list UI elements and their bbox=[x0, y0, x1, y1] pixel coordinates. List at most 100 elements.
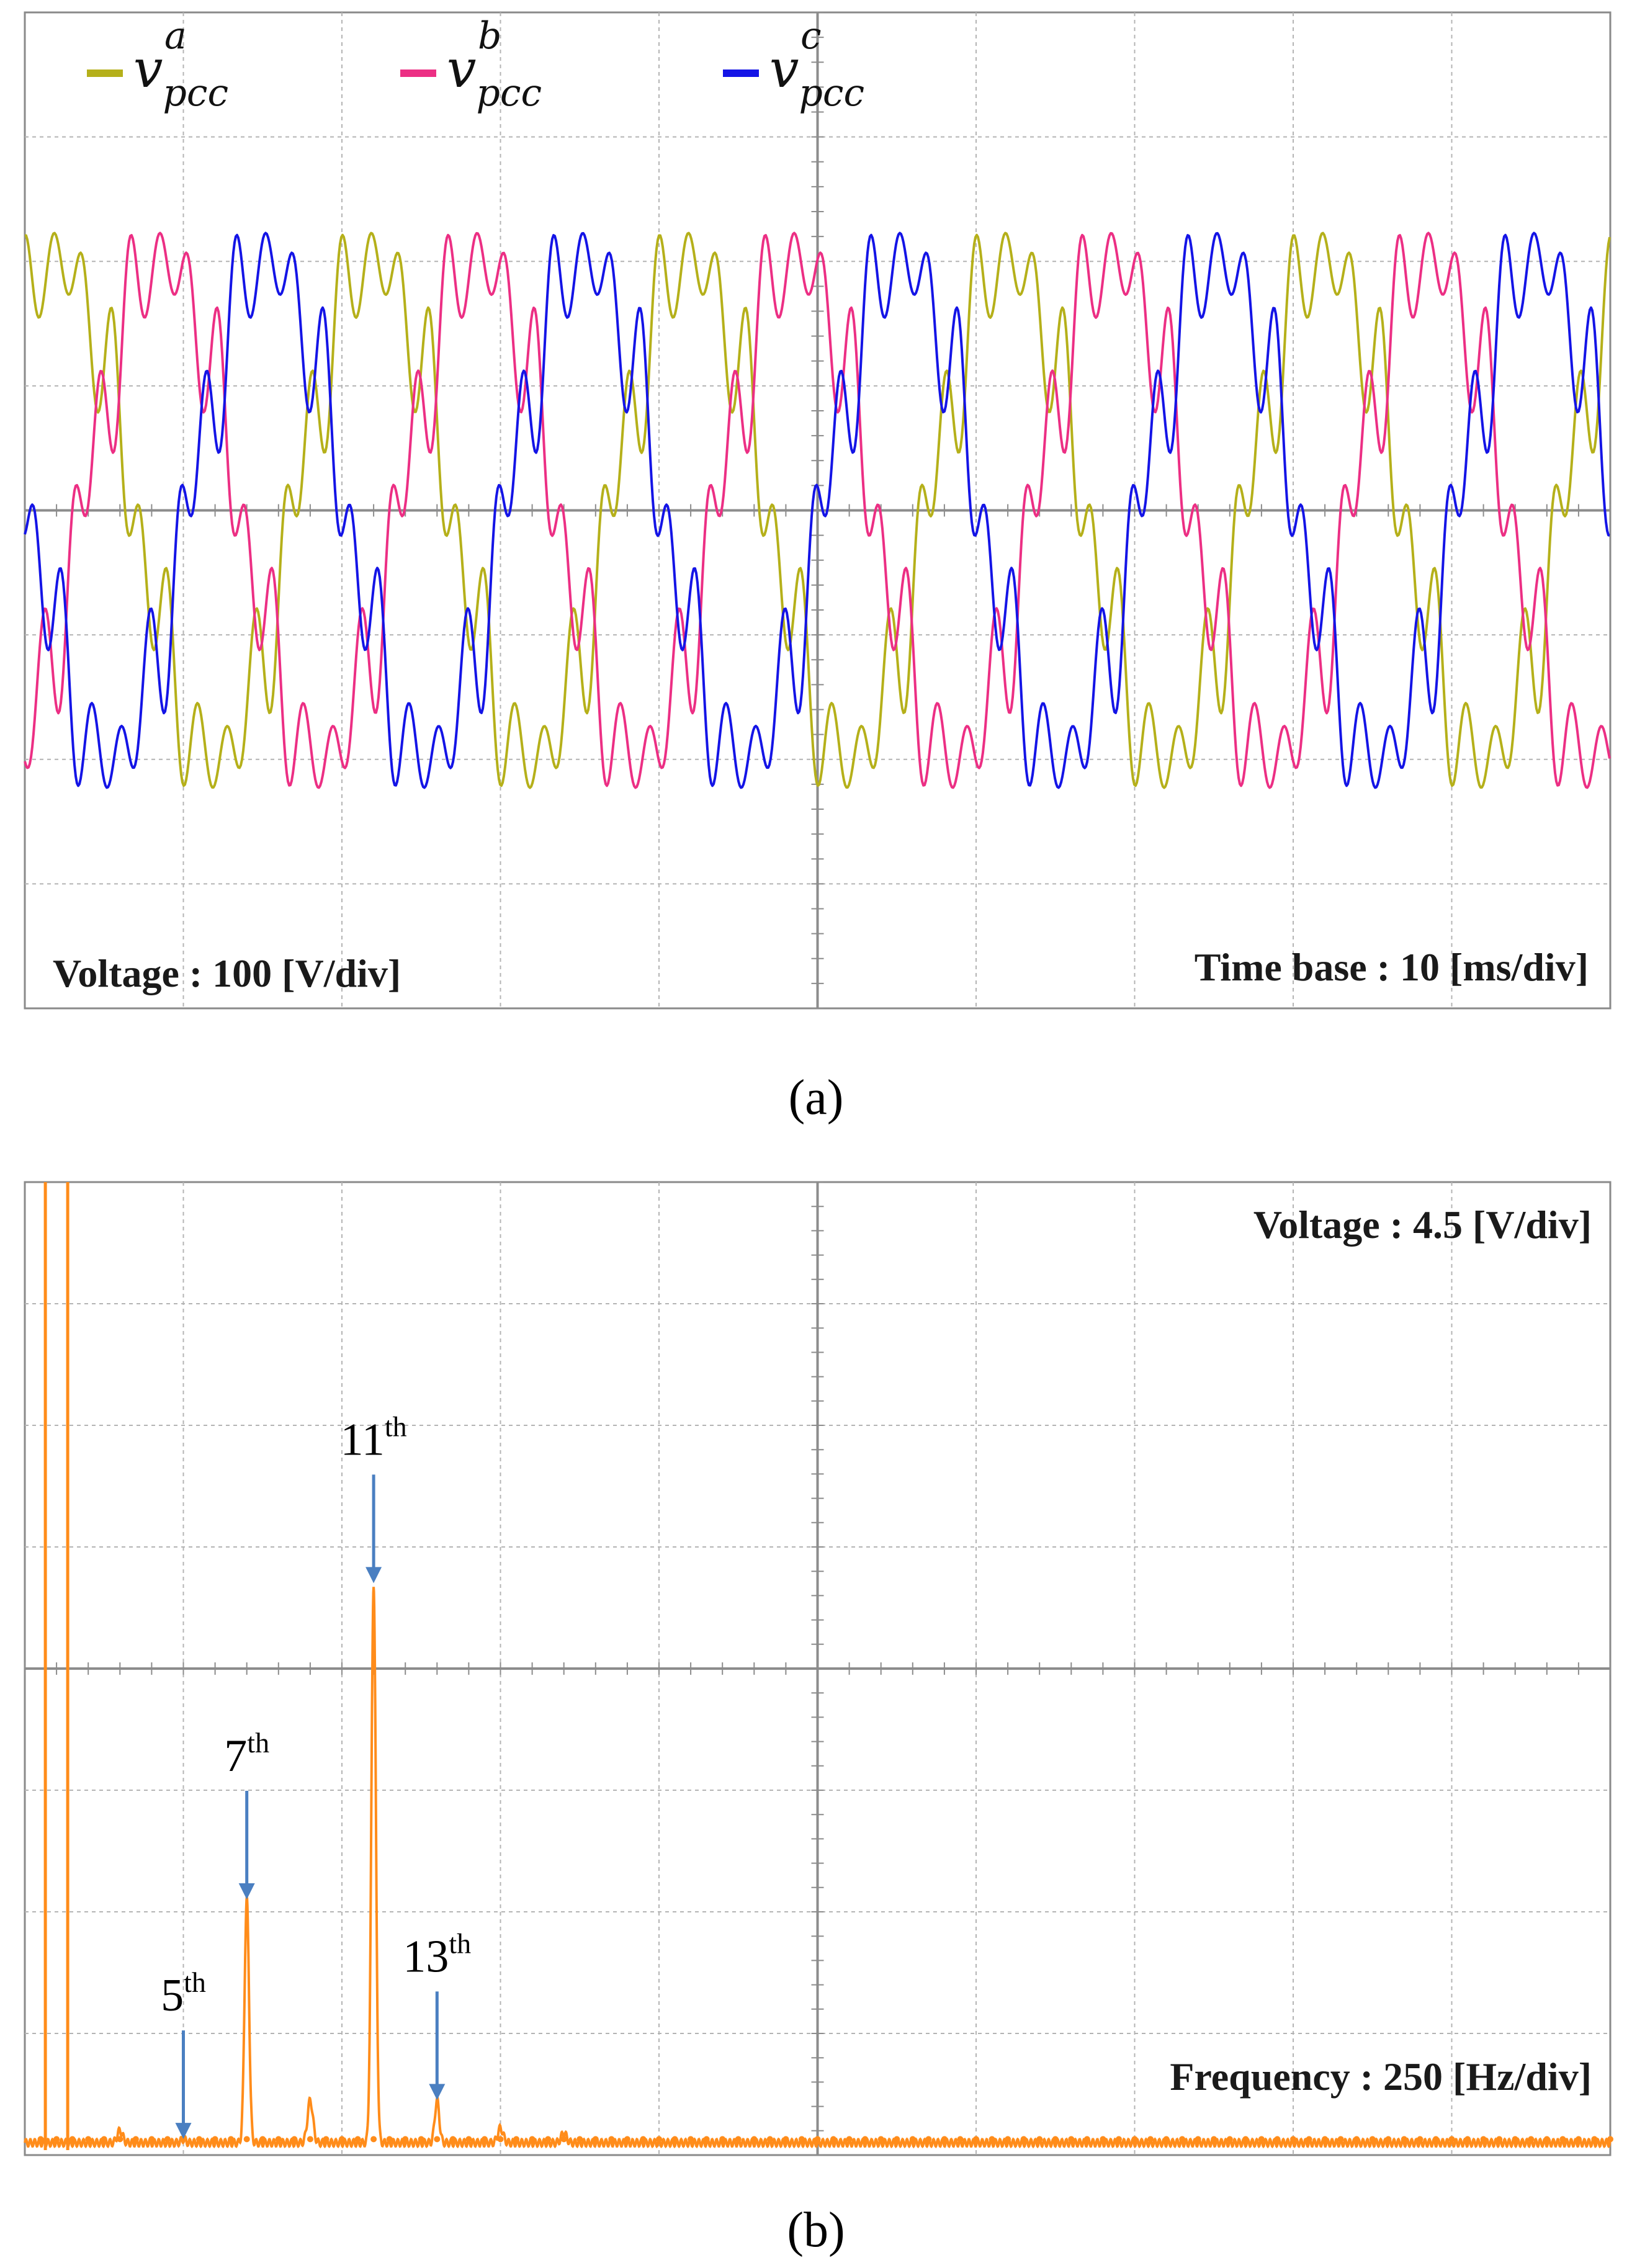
spectrum-marker bbox=[1417, 2136, 1424, 2143]
panel-a-voltage-scale: Voltage : 100 [V/div] bbox=[53, 951, 401, 995]
peak-label: 7th bbox=[224, 1727, 269, 1782]
spectrum-marker bbox=[1020, 2136, 1027, 2143]
spectrum-marker bbox=[53, 2136, 60, 2143]
spectrum-marker bbox=[386, 2136, 393, 2143]
spectrum-marker bbox=[1131, 2136, 1138, 2143]
trace-phase-a bbox=[25, 231, 1611, 789]
peak-arrow-head bbox=[365, 1567, 382, 1584]
spectrum-marker bbox=[576, 2136, 583, 2143]
spectrum-marker bbox=[1591, 2136, 1598, 2143]
peak-label-suffix: th bbox=[385, 1410, 407, 1442]
spectrum-marker bbox=[560, 2136, 567, 2143]
spectrum-marker bbox=[85, 2136, 92, 2143]
peak-label-number: 11 bbox=[341, 1414, 385, 1465]
spectrum-marker bbox=[180, 2136, 187, 2143]
spectrum-marker bbox=[719, 2136, 726, 2143]
panel-b-grid bbox=[24, 1181, 1611, 2156]
spectrum-marker bbox=[766, 2136, 773, 2143]
spectrum-marker bbox=[339, 2136, 345, 2143]
spectrum-marker bbox=[751, 2136, 758, 2143]
spectrum-marker bbox=[481, 2136, 488, 2143]
spectrum-marker bbox=[1496, 2136, 1503, 2143]
panel-a-time-base: Time base : 10 [ms/div] bbox=[1195, 945, 1589, 989]
spectrum-marker bbox=[1115, 2136, 1122, 2143]
legend-superscript: c bbox=[800, 14, 822, 58]
spectrum-marker bbox=[1242, 2136, 1249, 2143]
peak-label: 5th bbox=[161, 1966, 206, 2021]
spectrum-marker bbox=[259, 2136, 266, 2143]
spectrum-marker bbox=[1464, 2136, 1471, 2143]
peak-arrow-head bbox=[175, 2123, 192, 2140]
peak-label-suffix: th bbox=[184, 1966, 206, 1998]
spectrum-marker bbox=[1211, 2136, 1217, 2143]
spectrum-marker bbox=[1036, 2136, 1043, 2143]
spectrum-marker bbox=[1258, 2136, 1265, 2143]
spectrum-marker bbox=[228, 2136, 235, 2143]
peak-arrow-head bbox=[238, 1883, 255, 1899]
spectrum-marker bbox=[1480, 2136, 1487, 2143]
spectrum-marker bbox=[545, 2136, 552, 2143]
spectrum-marker bbox=[1607, 2136, 1613, 2143]
peak-label-suffix: th bbox=[449, 1927, 471, 1959]
spectrum-marker bbox=[402, 2136, 409, 2143]
spectrum-marker bbox=[275, 2136, 282, 2143]
panel-b-frequency-scale: Frequency : 250 [Hz/div] bbox=[1170, 2055, 1592, 2099]
spectrum-marker bbox=[1543, 2136, 1550, 2143]
spectrum-marker bbox=[164, 2136, 171, 2143]
spectrum-marker bbox=[323, 2136, 330, 2143]
spectrum-marker bbox=[941, 2136, 948, 2143]
legend-superscript: b bbox=[478, 14, 501, 58]
spectrum-marker bbox=[1195, 2136, 1201, 2143]
spectrum-marker bbox=[1448, 2136, 1455, 2143]
spectrum-marker bbox=[212, 2136, 218, 2143]
panel-b-caption: (b) bbox=[787, 2203, 845, 2257]
spectrum-marker bbox=[101, 2136, 107, 2143]
legend-label-a: vpcc a bbox=[133, 14, 228, 115]
spectrum-marker bbox=[69, 2136, 76, 2143]
legend-superscript: a bbox=[164, 14, 187, 58]
spectrum-marker bbox=[449, 2136, 456, 2143]
spectrum-marker bbox=[957, 2136, 964, 2143]
spectrum-marker bbox=[307, 2136, 313, 2143]
spectrum-marker bbox=[640, 2136, 647, 2143]
spectrum-marker bbox=[814, 2136, 821, 2143]
spectrum-marker bbox=[1337, 2136, 1344, 2143]
spectrum-marker bbox=[925, 2136, 932, 2143]
legend-label-b: vpcc b bbox=[447, 14, 542, 115]
spectrum-marker bbox=[830, 2136, 837, 2143]
peak-label-number: 13 bbox=[403, 1931, 449, 1982]
panel-b-spectrum bbox=[24, 1182, 1613, 2150]
spectrum-marker bbox=[894, 2136, 900, 2143]
spectrum-marker bbox=[862, 2136, 869, 2143]
spectrum-marker bbox=[37, 2136, 44, 2143]
spectrum-marker bbox=[1401, 2136, 1407, 2143]
spectrum-marker bbox=[1163, 2136, 1170, 2143]
spectrum-marker bbox=[1179, 2136, 1186, 2143]
spectrum-marker bbox=[1385, 2136, 1392, 2143]
spectrum-marker bbox=[1353, 2136, 1360, 2143]
peak-label-number: 5 bbox=[161, 1970, 184, 2021]
legend-base: v bbox=[133, 38, 163, 99]
spectrum-marker bbox=[243, 2136, 250, 2143]
spectrum-marker bbox=[798, 2136, 805, 2143]
spectrum-marker bbox=[624, 2136, 630, 2143]
spectrum-marker bbox=[434, 2136, 441, 2143]
spectrum-marker bbox=[1005, 2136, 1011, 2143]
spectrum-marker bbox=[1068, 2136, 1075, 2143]
spectrum-marker bbox=[608, 2136, 615, 2143]
spectrum-marker bbox=[1528, 2136, 1535, 2143]
spectrum-marker bbox=[735, 2136, 742, 2143]
spectrum-marker bbox=[671, 2136, 678, 2143]
spectrum-marker bbox=[529, 2136, 536, 2143]
spectrum-marker bbox=[592, 2136, 599, 2143]
legend-base: v bbox=[447, 38, 476, 99]
spectrum-marker bbox=[973, 2136, 979, 2143]
spectrum-marker bbox=[877, 2136, 884, 2143]
spectrum-marker bbox=[418, 2136, 424, 2143]
spectrum-marker bbox=[497, 2136, 504, 2143]
spectrum-marker bbox=[1432, 2136, 1439, 2143]
spectrum-marker bbox=[909, 2136, 916, 2143]
